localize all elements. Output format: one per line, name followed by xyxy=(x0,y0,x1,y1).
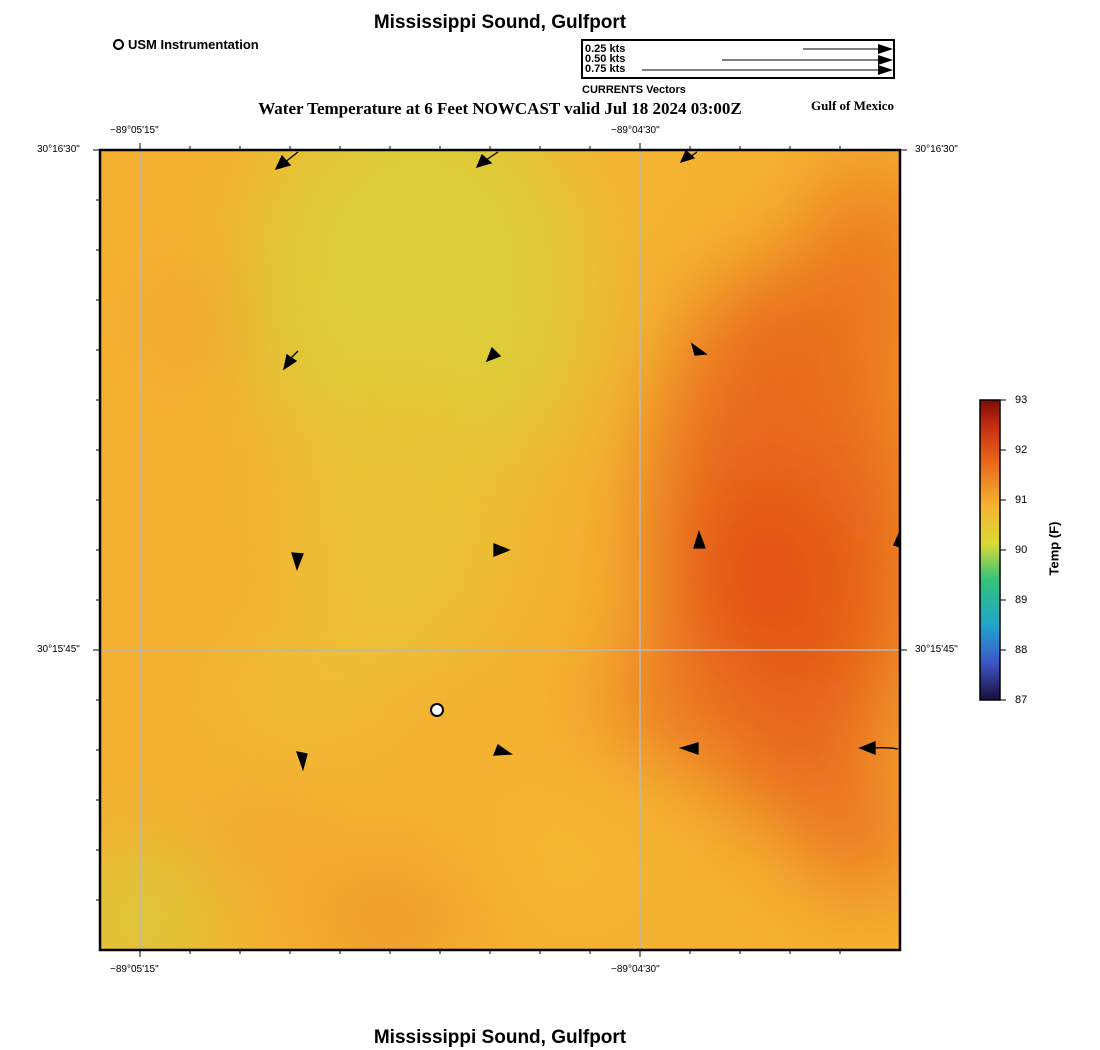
vector-scale-label-2: 0.50 kts xyxy=(585,53,626,65)
lat-tick-label-right-2: 30°15'45" xyxy=(915,644,958,655)
lon-tick-label-top-2: −89°04'30" xyxy=(611,125,660,136)
region-label: Gulf of Mexico xyxy=(811,98,895,113)
vector-scale-label-3: 0.75 kts xyxy=(585,63,626,75)
vector-scale-label-1: 0.25 kts xyxy=(585,43,626,55)
footer-title: Mississippi Sound, Gulfport xyxy=(373,1027,627,1048)
station-marker-icon xyxy=(113,39,124,50)
current-vector xyxy=(485,346,502,363)
map-title: Mississippi Sound, Gulfport xyxy=(373,12,627,33)
colorbar-tick-label: 89 xyxy=(1015,594,1028,606)
station-legend-label: USM Instrumentation xyxy=(128,37,259,52)
current-vector xyxy=(475,151,499,168)
current-vector xyxy=(493,543,511,557)
lon-tick-label-bottom-2: −89°04'30" xyxy=(611,964,660,975)
current-vector xyxy=(693,529,706,549)
colorbar-ticks xyxy=(1000,399,1006,701)
map-subtitle: Water Temperature at 6 Feet NOWCAST vali… xyxy=(258,99,742,118)
map-ticks xyxy=(93,143,907,957)
lon-tick-label-bottom-1: −89°05'15" xyxy=(110,964,159,975)
lat-tick-label-left-2: 30°15'45" xyxy=(37,644,80,655)
colorbar-tick-label: 87 xyxy=(1015,694,1028,706)
current-vector xyxy=(858,741,899,755)
vector-scale-arrow-2 xyxy=(722,55,893,65)
lat-tick-label-right-1: 30°16'30" xyxy=(915,144,958,155)
colorbar-tick-label: 92 xyxy=(1015,444,1028,456)
vector-scale-arrow-3 xyxy=(642,65,893,75)
current-vectors xyxy=(274,149,901,772)
current-vector xyxy=(678,742,699,755)
colorbar-tick-label: 90 xyxy=(1015,544,1028,556)
colorbar-tick-label: 93 xyxy=(1015,394,1028,406)
current-vector xyxy=(296,751,308,772)
current-vector xyxy=(493,744,513,756)
lat-tick-label-left-1: 30°16'30" xyxy=(37,144,80,155)
colorbar-tick-label: 88 xyxy=(1015,644,1028,656)
usm-station-marker xyxy=(430,703,444,717)
lon-tick-label-top-1: −89°05'15" xyxy=(110,125,159,136)
current-vector xyxy=(690,342,708,356)
colorbar-title: Temp (F) xyxy=(1046,521,1062,576)
vector-scale-arrow-1 xyxy=(803,44,893,54)
current-vector xyxy=(893,530,901,548)
current-vector xyxy=(274,151,299,171)
current-vector xyxy=(283,350,299,371)
temperature-field xyxy=(100,150,900,950)
colorbar xyxy=(979,399,1001,701)
current-vector xyxy=(291,552,304,571)
colorbar-tick-label: 91 xyxy=(1015,494,1028,506)
station-legend: USM Instrumentation xyxy=(113,37,259,52)
vector-caption: CURRENTS Vectors xyxy=(582,84,686,96)
vector-scale-box xyxy=(581,39,895,79)
current-vector xyxy=(679,149,698,164)
